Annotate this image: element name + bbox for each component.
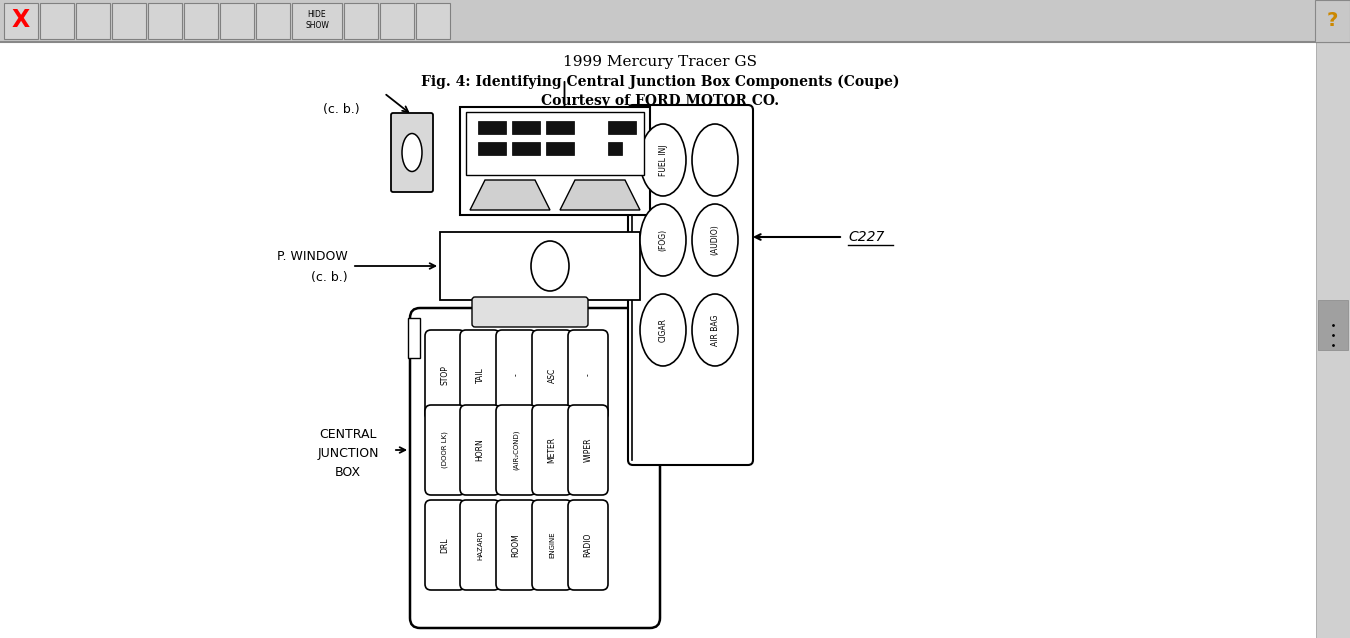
Text: JUNCTION: JUNCTION — [317, 447, 379, 461]
Ellipse shape — [693, 294, 738, 366]
Text: METER: METER — [548, 437, 556, 463]
Ellipse shape — [531, 241, 568, 291]
FancyBboxPatch shape — [495, 330, 536, 420]
Bar — [408, 318, 420, 358]
Bar — [545, 142, 574, 155]
Text: ?: ? — [1326, 10, 1338, 29]
Bar — [1316, 42, 1350, 638]
Bar — [1315, 0, 1350, 42]
Ellipse shape — [402, 133, 423, 172]
FancyBboxPatch shape — [568, 405, 608, 495]
Text: (AIR₂COND): (AIR₂COND) — [513, 430, 520, 470]
Bar — [512, 142, 540, 155]
Text: ASC: ASC — [548, 367, 556, 383]
FancyBboxPatch shape — [495, 405, 536, 495]
FancyBboxPatch shape — [220, 3, 254, 39]
FancyBboxPatch shape — [460, 500, 500, 590]
Text: (c. b.): (c. b.) — [323, 103, 359, 117]
Text: -: - — [512, 374, 521, 376]
Text: CIGAR: CIGAR — [659, 318, 667, 342]
Text: TAIL: TAIL — [475, 367, 485, 383]
Ellipse shape — [693, 204, 738, 276]
Polygon shape — [470, 180, 549, 210]
Text: Fig. 4: Identifying Central Junction Box Components (Coupe): Fig. 4: Identifying Central Junction Box… — [421, 75, 899, 89]
FancyBboxPatch shape — [184, 3, 217, 39]
Text: HAZARD: HAZARD — [477, 530, 483, 560]
Text: HORN: HORN — [475, 439, 485, 461]
Text: (FOG): (FOG) — [659, 229, 667, 251]
Text: FUEL INJ: FUEL INJ — [659, 144, 667, 175]
FancyBboxPatch shape — [628, 105, 753, 465]
FancyBboxPatch shape — [392, 113, 433, 192]
FancyBboxPatch shape — [532, 500, 572, 590]
FancyBboxPatch shape — [379, 3, 414, 39]
Text: C227: C227 — [848, 230, 884, 244]
Text: (DOOR LK): (DOOR LK) — [441, 431, 448, 468]
Text: X: X — [12, 8, 30, 32]
FancyBboxPatch shape — [532, 405, 572, 495]
Text: HIDE
SHOW: HIDE SHOW — [305, 10, 329, 30]
FancyBboxPatch shape — [568, 500, 608, 590]
Bar — [608, 142, 622, 155]
Text: 1999 Mercury Tracer GS: 1999 Mercury Tracer GS — [563, 55, 757, 69]
FancyBboxPatch shape — [416, 3, 450, 39]
Text: AIR BAG: AIR BAG — [710, 315, 720, 346]
FancyBboxPatch shape — [425, 405, 464, 495]
Bar — [466, 112, 644, 175]
Bar — [440, 232, 640, 300]
Text: ROOM: ROOM — [512, 533, 521, 557]
FancyBboxPatch shape — [425, 330, 464, 420]
Ellipse shape — [640, 294, 686, 366]
Bar — [1318, 300, 1349, 350]
FancyBboxPatch shape — [472, 297, 589, 327]
Bar — [478, 142, 506, 155]
FancyBboxPatch shape — [148, 3, 182, 39]
Text: (c. b.): (c. b.) — [312, 272, 348, 285]
Text: CENTRAL: CENTRAL — [319, 429, 377, 441]
FancyBboxPatch shape — [568, 330, 608, 420]
Text: STOP: STOP — [440, 365, 450, 385]
Bar — [512, 121, 540, 134]
FancyBboxPatch shape — [460, 330, 500, 420]
FancyBboxPatch shape — [532, 330, 572, 420]
Bar — [545, 121, 574, 134]
FancyBboxPatch shape — [410, 308, 660, 628]
FancyBboxPatch shape — [292, 3, 342, 39]
Text: ENGINE: ENGINE — [549, 531, 555, 558]
Ellipse shape — [693, 124, 738, 196]
FancyBboxPatch shape — [425, 500, 464, 590]
Text: Courtesy of FORD MOTOR CO.: Courtesy of FORD MOTOR CO. — [541, 94, 779, 108]
Bar — [460, 107, 649, 215]
Bar — [478, 121, 506, 134]
Text: P. WINDOW: P. WINDOW — [277, 249, 348, 262]
Bar — [608, 121, 636, 134]
Text: WIPER: WIPER — [583, 438, 593, 463]
Polygon shape — [560, 180, 640, 210]
Ellipse shape — [640, 124, 686, 196]
Text: DRL: DRL — [440, 537, 450, 553]
Bar — [0, 0, 1350, 42]
FancyBboxPatch shape — [256, 3, 290, 39]
Ellipse shape — [640, 204, 686, 276]
Text: RADIO: RADIO — [583, 533, 593, 557]
FancyBboxPatch shape — [344, 3, 378, 39]
FancyBboxPatch shape — [76, 3, 109, 39]
Text: (AUDIO): (AUDIO) — [710, 225, 720, 255]
FancyBboxPatch shape — [4, 3, 38, 39]
Text: -: - — [583, 374, 593, 376]
FancyBboxPatch shape — [460, 405, 500, 495]
FancyBboxPatch shape — [495, 500, 536, 590]
FancyBboxPatch shape — [40, 3, 74, 39]
Text: BOX: BOX — [335, 466, 360, 480]
FancyBboxPatch shape — [112, 3, 146, 39]
